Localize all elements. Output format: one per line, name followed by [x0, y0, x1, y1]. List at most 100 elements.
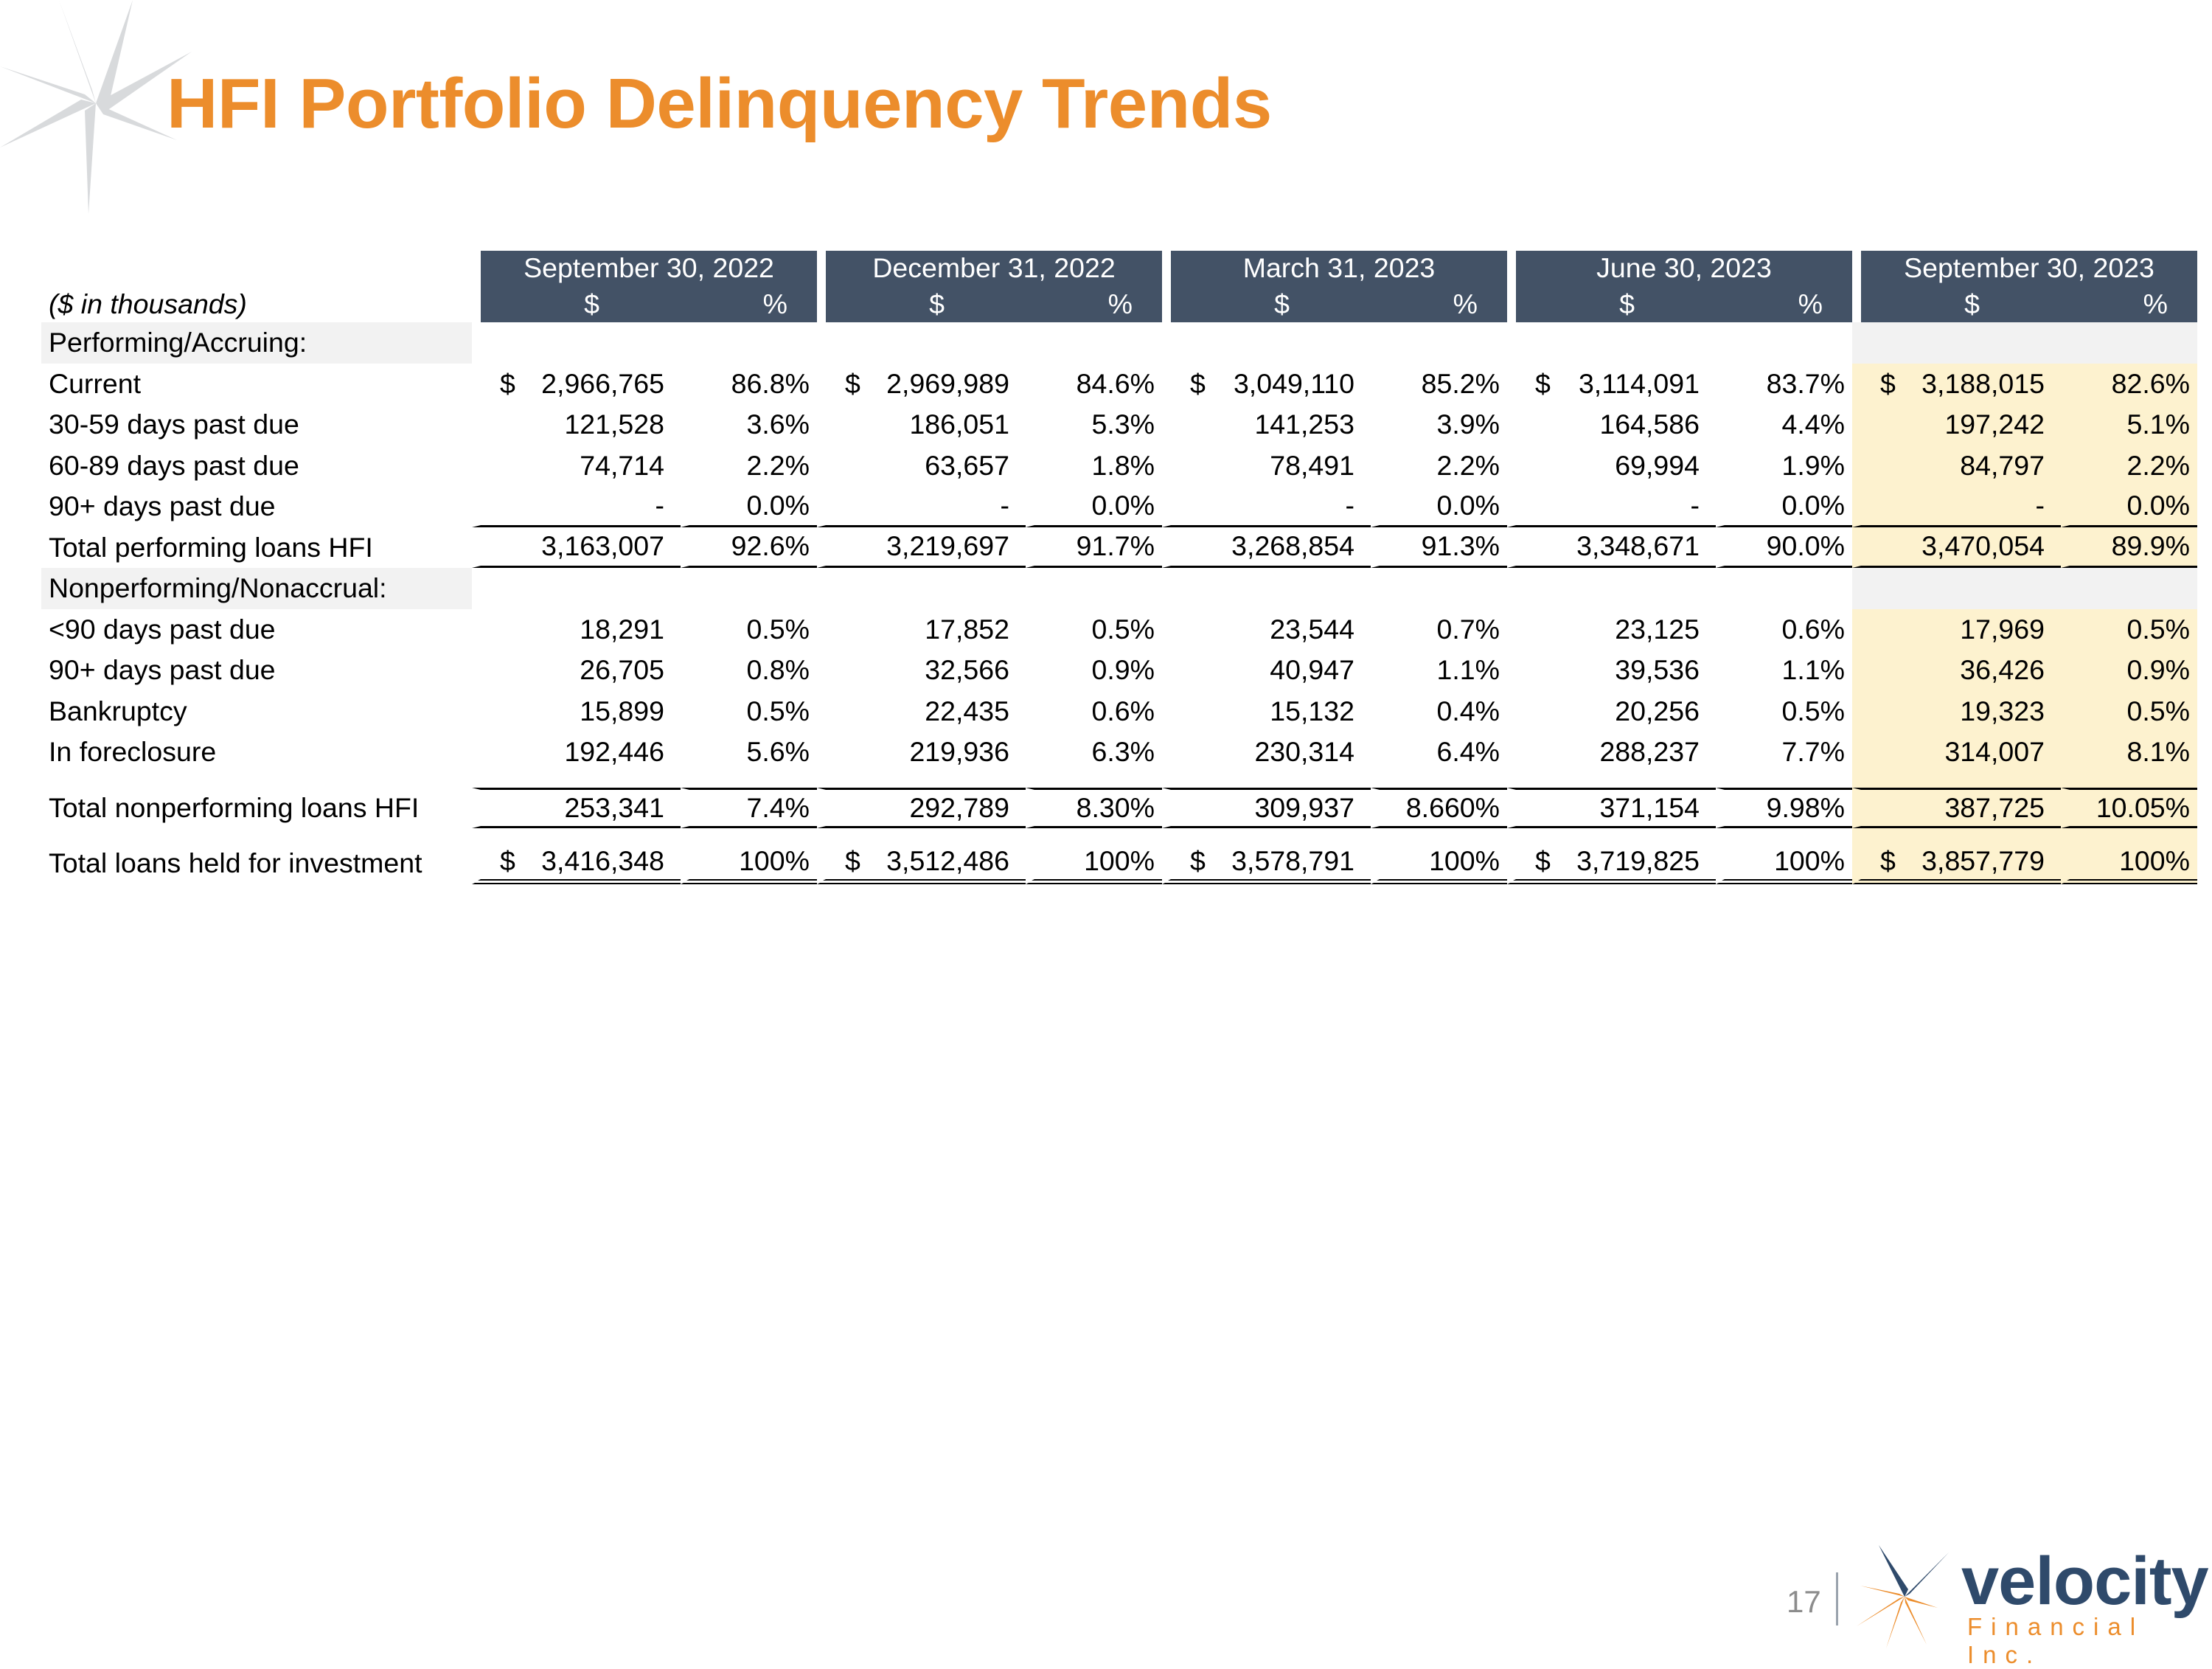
dollar-value: -	[1000, 489, 1010, 521]
dollar-value-cell: 230,314	[1162, 732, 1371, 773]
table-row: Total nonperforming loans HFI 253,341 7.4%…	[41, 787, 2197, 828]
dollar-value: 23,125	[1615, 613, 1700, 645]
dollar-value-cell: 40,947	[1162, 650, 1371, 691]
dollar-value-cell: 20,256	[1507, 691, 1716, 732]
section-fill-cell	[1371, 322, 1507, 364]
section-fill-cell	[472, 568, 681, 609]
dollar-value-cell: 3,268,854	[1162, 527, 1371, 568]
dollar-value: 3,188,015	[1921, 367, 2045, 399]
dollar-value-cell: 26,705	[472, 650, 681, 691]
percent-value-cell: 2.2%	[746, 449, 810, 481]
dollar-value: 292,789	[909, 791, 1009, 823]
percent-value-cell: 8.660%	[1371, 787, 1507, 828]
dollar-value: 192,446	[564, 736, 664, 767]
percent-value-cell: 3.6%	[746, 409, 810, 440]
percent-value-cell: 92.6%	[681, 527, 817, 568]
section-fill-cell	[1162, 322, 1371, 364]
dollar-value-cell: 15,899	[472, 691, 681, 732]
section-fill-cell	[817, 322, 1026, 364]
dollar-value-cell: 292,789	[817, 787, 1026, 828]
section-fill-cell	[2061, 568, 2197, 609]
dollar-value: 15,132	[1270, 695, 1354, 726]
section-fill-cell	[472, 322, 681, 364]
dollar-value-cell: 164,586	[1507, 404, 1716, 445]
dollar-value: -	[1345, 489, 1355, 521]
dollar-value-cell: $3,049,110	[1162, 364, 1371, 405]
dollar-value: 20,256	[1615, 695, 1700, 726]
percent-value-cell: 100%	[681, 843, 817, 884]
dollar-value-cell: 19,323	[1852, 690, 2061, 732]
pct-header: %	[1026, 286, 1162, 322]
dollar-value: 387,725	[1944, 791, 2045, 823]
dollar-value: 40,947	[1270, 654, 1354, 685]
percent-value-cell: 0.8%	[746, 654, 810, 685]
percent-value-cell: 2.2%	[2061, 445, 2197, 486]
percent-value-cell: 3.9%	[1436, 409, 1500, 440]
dollar-value: 63,657	[925, 449, 1009, 481]
dollar-value-cell: -	[1162, 486, 1371, 527]
percent-value-cell: 0.0%	[2061, 486, 2197, 527]
dollar-value: 288,237	[1599, 736, 1700, 767]
dollar-value-cell: 23,544	[1162, 609, 1371, 650]
logo-subtitle: Financial Inc.	[1967, 1613, 2145, 1668]
percent-value-cell: 100%	[1716, 843, 1852, 884]
percent-value-cell: 84.6%	[1076, 367, 1155, 399]
section-fill-cell	[1852, 568, 2061, 609]
percent-value-cell: 90.0%	[1716, 527, 1852, 568]
dollar-value: 186,051	[909, 409, 1009, 440]
dollar-value: 17,852	[925, 613, 1009, 645]
dollar-value-cell: $2,969,989	[817, 364, 1026, 405]
table-row: Current $2,966,765 86.8% $2,969,989 84.6% $3,…	[41, 363, 2197, 405]
dollar-value: 3,163,007	[541, 530, 664, 561]
section-fill-cell	[681, 568, 817, 609]
currency-symbol: $	[845, 844, 860, 876]
currency-symbol: $	[1190, 367, 1206, 399]
dollar-value-cell: 314,007	[1852, 732, 2061, 773]
percent-value-cell: 9.98%	[1716, 787, 1852, 828]
dollar-value-cell: 17,969	[1852, 608, 2061, 650]
percent-value-cell: 83.7%	[1766, 367, 1845, 399]
percent-value-cell: 86.8%	[731, 367, 810, 399]
dollar-value-cell: -	[817, 486, 1026, 527]
percent-value-cell: 0.6%	[1091, 695, 1155, 726]
row-label: Total performing loans HFI	[49, 531, 373, 563]
dollar-value: 3,219,697	[886, 530, 1009, 561]
dollar-value: 36,426	[1960, 654, 2045, 685]
dollar-value-cell: 36,426	[1852, 650, 2061, 691]
dollar-value-cell: 74,714	[472, 445, 681, 487]
spacer-row	[41, 772, 2197, 788]
row-label: 30-59 days past due	[49, 409, 299, 440]
dollar-value: 84,797	[1960, 449, 2045, 481]
percent-value-cell: 0.6%	[1781, 613, 1845, 645]
dollar-value: 15,899	[580, 695, 664, 726]
row-label: In foreclosure	[49, 736, 217, 767]
pct-header: %	[681, 286, 817, 322]
dollar-value: 2,966,765	[541, 367, 664, 399]
section-fill-cell	[1507, 568, 1716, 609]
dollar-value: 26,705	[580, 654, 664, 685]
dollar-value: 19,323	[1960, 695, 2045, 726]
row-label: Total nonperforming loans HFI	[49, 791, 420, 823]
logo-wordmark: velocity	[1961, 1544, 2209, 1619]
dollar-value-cell: 3,470,054	[1852, 527, 2061, 568]
table-row: <90 days past due 18,291 0.5% 17,852 0.5% 23,…	[41, 608, 2197, 650]
dollar-value-cell: 253,341	[472, 787, 681, 828]
dollar-header: $	[472, 286, 681, 322]
dollar-value-cell: 141,253	[1162, 404, 1371, 445]
percent-value-cell: 5.6%	[746, 736, 810, 767]
percent-value-cell: 0.0%	[1371, 486, 1507, 527]
dollar-value-cell: 197,242	[1852, 404, 2061, 445]
dollar-value: 23,544	[1270, 613, 1354, 645]
row-label: <90 days past due	[49, 613, 276, 645]
section-fill-cell	[1716, 322, 1852, 364]
dollar-value: 32,566	[925, 654, 1009, 685]
dollar-value: 253,341	[564, 791, 664, 823]
percent-value-cell: 89.9%	[2061, 527, 2197, 568]
dollar-value: 74,714	[580, 449, 664, 481]
dollar-value: 230,314	[1254, 736, 1354, 767]
corner-star-graphic	[0, 0, 192, 214]
percent-value-cell: 0.7%	[1436, 613, 1500, 645]
dollar-value-cell: 23,125	[1507, 609, 1716, 650]
table-row: 90+ days past due 26,705 0.8% 32,566 0.9% 40,…	[41, 650, 2197, 691]
dollar-value: 219,936	[909, 736, 1009, 767]
